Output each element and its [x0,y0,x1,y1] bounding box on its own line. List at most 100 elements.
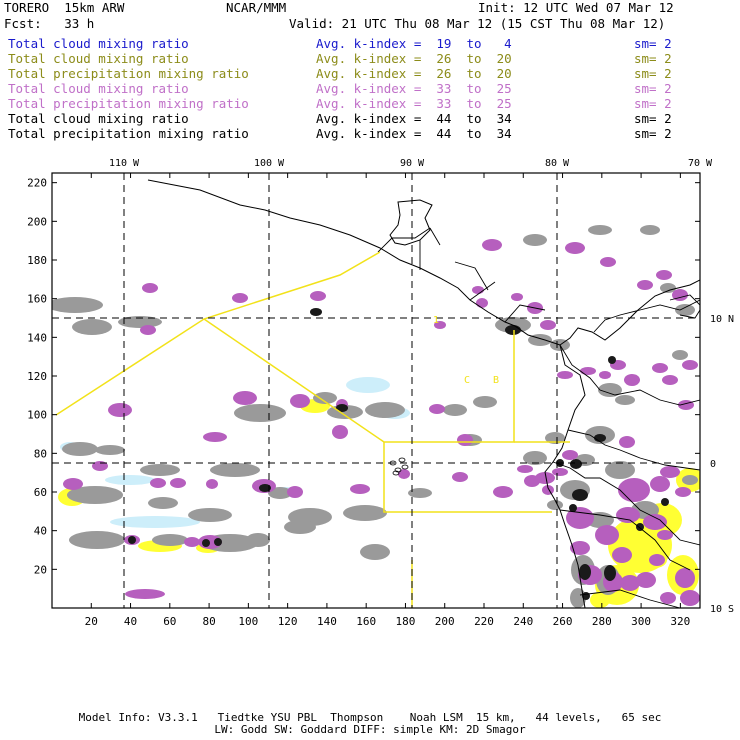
field-purple [652,363,668,373]
legend-kindex: Avg. k-index = 33 to 25 [316,81,512,96]
lat-label: 0 [710,459,716,470]
field-gray [140,464,180,476]
field-purple [108,403,132,417]
field-gray [660,283,676,293]
model-title: TORERO 15km ARW [4,0,125,15]
legend-kindex: Avg. k-index = 44 to 34 [316,111,512,126]
legend-row: Total cloud mixing ratio Avg. k-index = 3… [8,81,738,96]
x-tick-label: 100 [238,615,258,628]
field-purple [452,472,468,482]
legend-row: Total cloud mixing ratio Avg. k-index = 4… [8,111,738,126]
footer-model-info: Model Info: V3.3.1 Tiedtke YSU PBL Thomp… [78,711,662,724]
field-dark [202,539,210,547]
borders-central-america [377,227,546,323]
field-purple [637,280,653,290]
field-purple [398,469,410,479]
region-label: 1 [433,315,439,326]
field-gray [545,432,565,444]
field-purple [511,293,523,301]
field-purple [675,568,695,588]
coastline-yucatan [389,199,433,246]
outer-domain-boundary [55,251,381,416]
field-gray [52,297,103,313]
galapagos-island [392,470,400,476]
y-tick-label: 80 [34,447,47,460]
field-purple [682,360,698,370]
legend-sm: sm= 2 [634,51,672,66]
field-dark [570,459,582,469]
field-purple [600,257,616,267]
x-tick-label: 180 [396,615,416,628]
field-purple [170,478,186,488]
field-gray [313,392,337,404]
forecast-map: 20 40 60 80 100 120 140 160 180 200 220 240 260 280 30… [27,158,734,628]
field-gray [72,319,112,335]
coastline-south-america [544,344,586,608]
field-gray [188,508,232,522]
field-dark [594,434,606,442]
y-tick-label: 120 [27,370,47,383]
field-gray [360,544,390,560]
field-purple [232,293,248,303]
field-purple [562,450,578,460]
y-tick-label: 160 [27,293,47,306]
x-tick-label: 140 [317,615,337,628]
map-frame [51,172,701,609]
legend-row: Total cloud mixing ratio Avg. k-index = 2… [8,51,738,66]
field-purple [619,436,635,448]
region-label: C [464,375,470,386]
legend-kindex: Avg. k-index = 33 to 25 [316,96,512,111]
field-gray [118,316,162,328]
field-purple [657,530,673,540]
field-dark [505,325,521,335]
field-purple [332,425,348,439]
field-purple [63,478,83,490]
field-gray [234,404,286,422]
field-purple [150,478,166,488]
legend-name: Total cloud mixing ratio [8,51,189,66]
galapagos-island [398,457,406,463]
field-dark [310,308,322,316]
x-tick-label: 80 [202,615,215,628]
x-tick-label: 200 [435,615,455,628]
legend-name: Total precipitation mixing ratio [8,96,249,111]
field-purple [434,321,446,329]
legend-row: Total precipitation mixing ratio Avg. k-i… [8,66,738,81]
y-tick-label: 100 [27,409,47,422]
coastline-central-america [147,179,700,346]
legend-sm: sm= 2 [634,96,672,111]
lat-label: 10 N [710,314,734,325]
field-gray [640,225,660,235]
field-purple [620,575,640,591]
field-gray [268,487,292,499]
field-gray [605,461,635,479]
field-gray [284,520,316,534]
field-gray [682,475,698,485]
field-purple [233,391,257,405]
field-gray [615,395,635,405]
region-box-2 [383,442,552,513]
coastline-colombia-north [593,299,700,333]
y-tick-label: 60 [34,486,47,499]
field-purple [650,476,670,492]
legend-sm: sm= 2 [634,81,672,96]
field-purple [287,486,303,498]
field-purple [206,479,218,489]
field-gray [443,404,467,416]
field-purple [643,514,667,530]
region-label: B [493,375,499,386]
field-purple [672,289,688,301]
field-purple [552,468,568,476]
field-purple [184,537,200,547]
lon-label: 110 W [109,158,140,169]
y-tick-label: 220 [27,177,47,190]
field-dark [128,536,136,544]
x-tick-label: 220 [474,615,494,628]
borders-south-america [552,344,700,608]
field-purple [557,371,573,379]
legend-name: Total cloud mixing ratio [8,111,189,126]
x-tick-label: 320 [670,615,690,628]
field-purple [517,465,533,473]
legend-row: Total precipitation mixing ratio Avg. k-i… [8,126,738,141]
organization: NCAR/MMM [226,0,287,15]
